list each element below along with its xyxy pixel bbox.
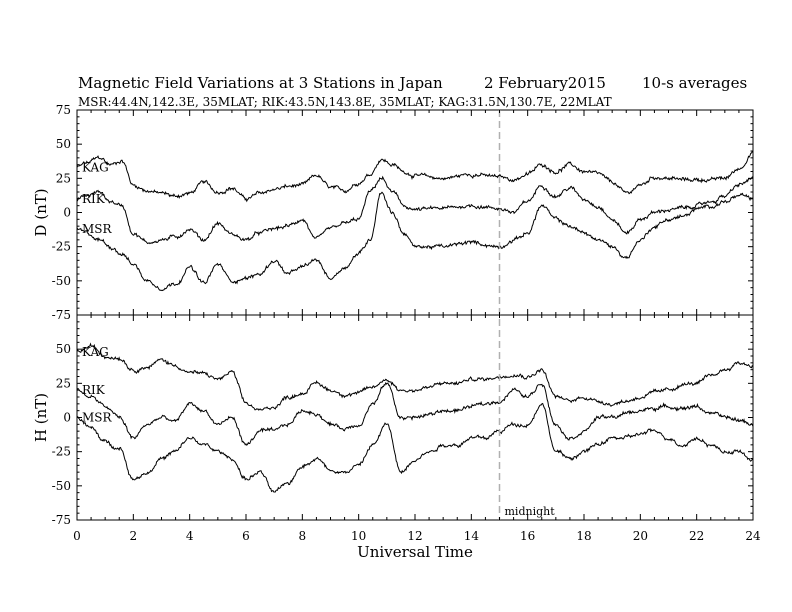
y-tick-label: -75 xyxy=(52,308,71,322)
y-tick-label: 50 xyxy=(56,342,71,356)
x-tick-label: 8 xyxy=(299,529,307,543)
chart-date: 2 February2015 xyxy=(484,74,606,92)
series-label-msr: MSR xyxy=(82,222,113,236)
chart-averaging: 10-s averages xyxy=(642,74,747,92)
y-tick-label: 0 xyxy=(63,206,71,220)
series-line-msr xyxy=(76,402,754,493)
series-line-kag xyxy=(76,342,753,411)
y-tick-label: 25 xyxy=(56,171,71,185)
x-tick-label: 0 xyxy=(73,529,81,543)
x-tick-label: 4 xyxy=(186,529,194,543)
chart-title: Magnetic Field Variations at 3 Stations … xyxy=(78,74,443,92)
series-line-kag xyxy=(76,150,754,203)
x-tick-label: 14 xyxy=(464,529,480,543)
panel-frame xyxy=(76,314,754,521)
y-tick-label: 0 xyxy=(63,411,71,425)
series-label-rik: RIK xyxy=(82,383,106,397)
horizontal-panel: 50 25 0 -25 -50 -75 H (nT) KAG RIK MSR xyxy=(32,314,754,527)
x-tick-label: 10 xyxy=(351,529,366,543)
declination-panel: 75 50 25 0 -25 -50 -75 D (nT) KAG RIK MSR xyxy=(32,103,754,322)
x-tick-label: 16 xyxy=(520,529,535,543)
y-axis-label: D (nT) xyxy=(32,188,50,236)
series-label-rik: RIK xyxy=(82,192,106,206)
series-label-kag: KAG xyxy=(82,160,109,174)
x-tick-label: 2 xyxy=(130,529,138,543)
station-coordinates: MSR:44.4N,142.3E, 35MLAT; RIK:43.5N,143.… xyxy=(78,95,612,109)
x-tick-label: 20 xyxy=(633,529,648,543)
midnight-label: midnight xyxy=(505,505,556,518)
y-tick-label: -25 xyxy=(52,445,71,459)
series-label-msr: MSR xyxy=(82,411,113,425)
series-line-msr xyxy=(76,191,754,292)
x-axis-label: Universal Time xyxy=(357,543,473,561)
series-line-rik xyxy=(76,175,754,245)
series-line-rik xyxy=(76,381,754,447)
x-tick-label: 18 xyxy=(576,529,591,543)
y-tick-label: -50 xyxy=(52,274,71,288)
y-tick-label: -25 xyxy=(52,240,71,254)
series-label-kag: KAG xyxy=(82,345,109,359)
x-tick-label: 22 xyxy=(689,529,704,543)
x-tick-label: 24 xyxy=(745,529,761,543)
y-tick-label: 75 xyxy=(56,103,71,117)
x-tick-label: 6 xyxy=(242,529,250,543)
y-tick-label: -75 xyxy=(52,513,71,527)
x-tick-label: 12 xyxy=(407,529,422,543)
y-tick-label: 50 xyxy=(56,137,71,151)
y-tick-label: 25 xyxy=(56,376,71,390)
y-axis-label: H (nT) xyxy=(32,393,50,442)
y-tick-label: -50 xyxy=(52,479,71,493)
